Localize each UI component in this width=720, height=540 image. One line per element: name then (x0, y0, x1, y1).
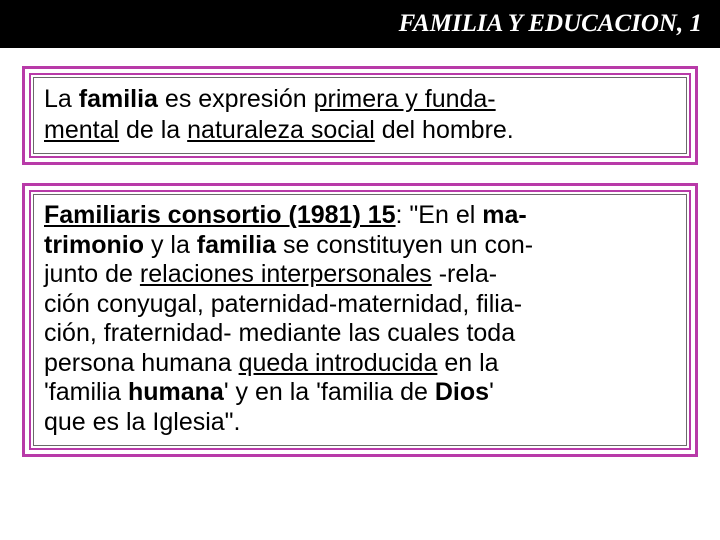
citation: Familiaris consortio (1981) 15 (44, 201, 396, 229)
slide-title: FAMILIA Y EDUCACION, 1 (399, 10, 702, 38)
box-2-text: Familiaris consortio (1981) 15: "En el m… (33, 194, 687, 446)
slide: FAMILIA Y EDUCACION, 1 La familia es exp… (0, 0, 720, 540)
box-1-text: La familia es expresión primera y funda-… (33, 77, 687, 154)
title-bar: FAMILIA Y EDUCACION, 1 (0, 0, 720, 48)
box-2: Familiaris consortio (1981) 15: "En el m… (22, 183, 698, 457)
box-1: La familia es expresión primera y funda-… (22, 66, 698, 165)
